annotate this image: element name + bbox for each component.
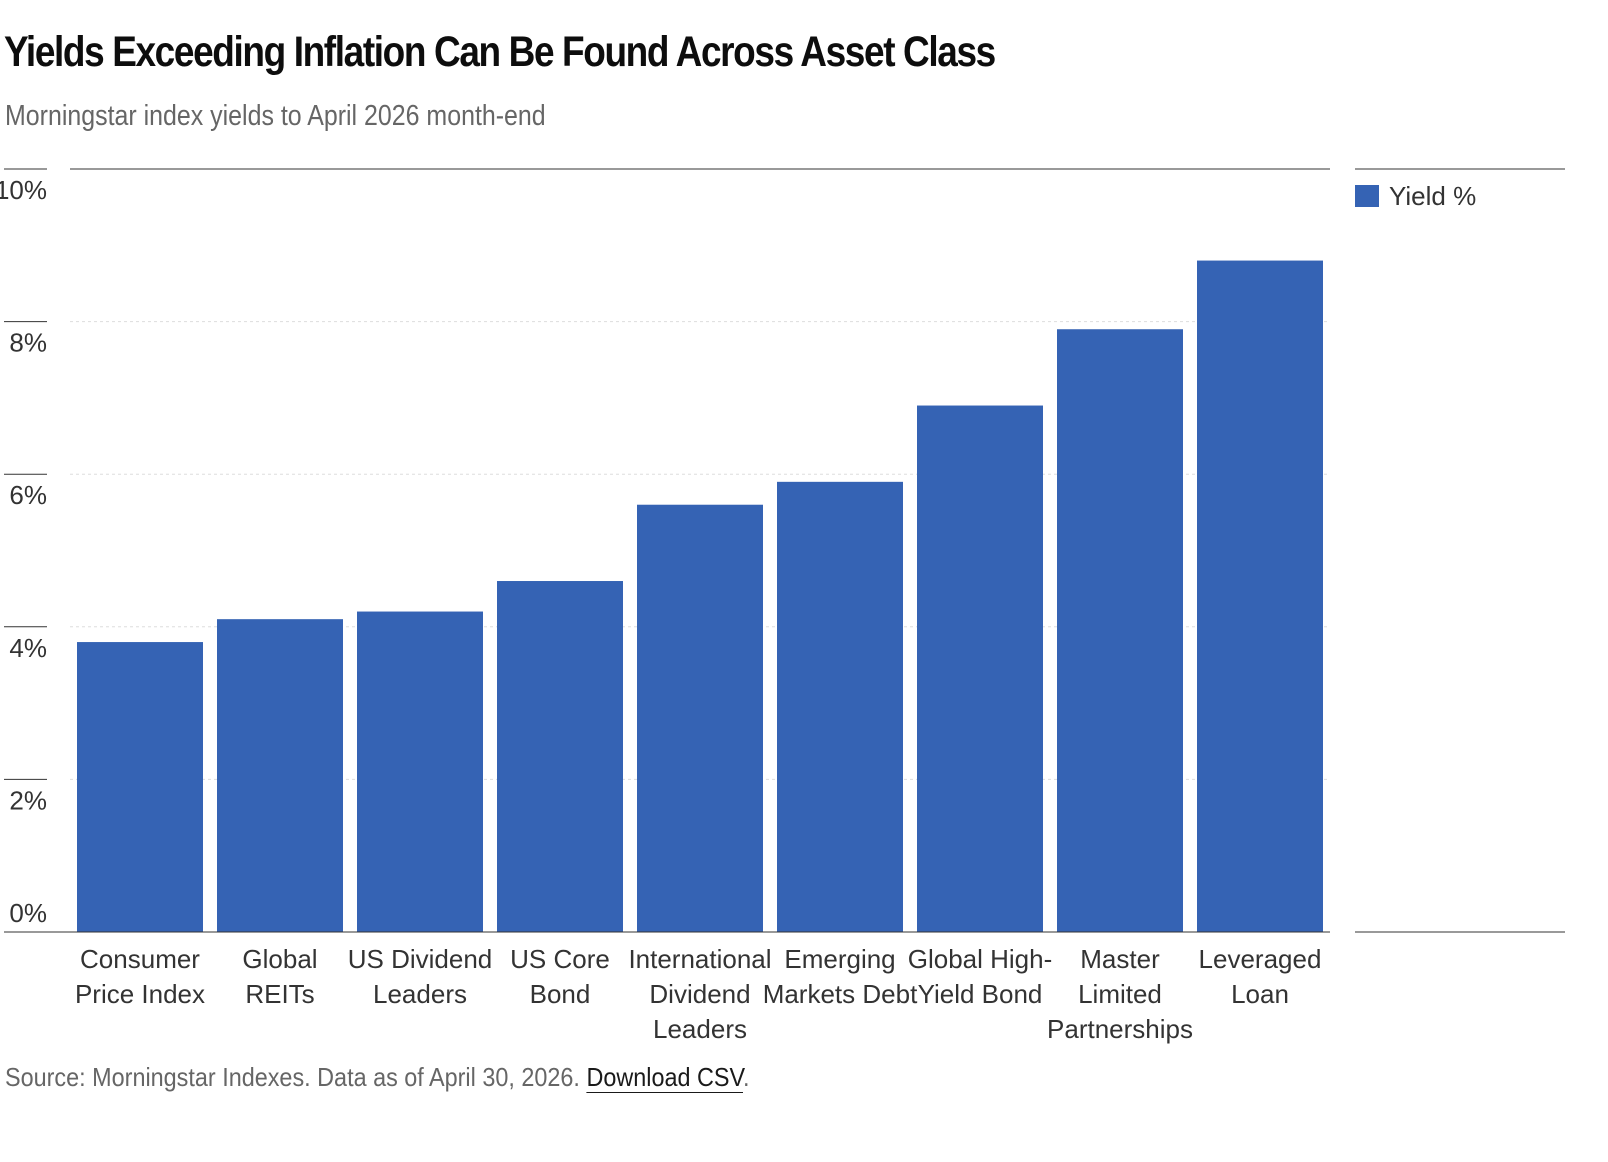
y-tick-label: 2%	[9, 785, 47, 815]
x-tick-label: US Core Bond	[510, 944, 610, 1009]
y-tick-label: 10%	[0, 175, 47, 205]
bar[interactable]	[777, 481, 903, 932]
bar[interactable]	[917, 405, 1043, 932]
x-tick-label: Master Limited Partnerships	[1047, 944, 1193, 1044]
x-tick-label: Global REITs	[242, 944, 317, 1009]
y-tick-label: 4%	[9, 633, 47, 663]
x-tick-label: Global High-Yield Bond	[908, 944, 1053, 1009]
bar-chart: 0% 2% 4% 6% 8% 10% Consumer Price Index Global R…	[0, 168, 1565, 1044]
x-tick-label: International Dividend Leaders	[628, 944, 771, 1044]
bar[interactable]	[497, 581, 623, 932]
x-tick-label: Leveraged Loan	[1199, 944, 1322, 1009]
y-tick-label: 0%	[9, 898, 47, 928]
chart-title: Yields Exceeding Inflation Can Be Found …	[4, 28, 996, 76]
x-tick-label: US Dividend Leaders	[348, 944, 493, 1009]
bar[interactable]	[637, 504, 763, 932]
source-note: Source: Morningstar Indexes. Data as of …	[5, 1062, 580, 1092]
x-tick-label: Emerging Markets Debt	[763, 944, 918, 1009]
download-csv-link[interactable]: Download CSV	[586, 1062, 743, 1093]
x-tick-label: Consumer Price Index	[75, 944, 205, 1009]
bar[interactable]	[1057, 329, 1183, 932]
chart-subtitle: Morningstar index yields to April 2026 m…	[5, 100, 546, 132]
legend-swatch	[1355, 185, 1379, 207]
x-axis: Consumer Price Index Global REITs US Dividen…	[4, 931, 1330, 1044]
legend-label: Yield %	[1389, 181, 1476, 211]
chart-footer: Source: Morningstar Indexes. Data as of …	[5, 1062, 749, 1093]
bars-layer	[77, 260, 1323, 932]
y-axis: 0% 2% 4% 6% 8% 10%	[0, 168, 47, 933]
bar[interactable]	[217, 619, 343, 932]
legend: Yield %	[1355, 168, 1565, 933]
y-tick-label: 6%	[9, 480, 47, 510]
footer-trailing: .	[742, 1062, 750, 1092]
bar[interactable]	[77, 642, 203, 932]
y-tick-label: 8%	[9, 328, 47, 358]
bar[interactable]	[1197, 260, 1323, 932]
bar[interactable]	[357, 611, 483, 932]
